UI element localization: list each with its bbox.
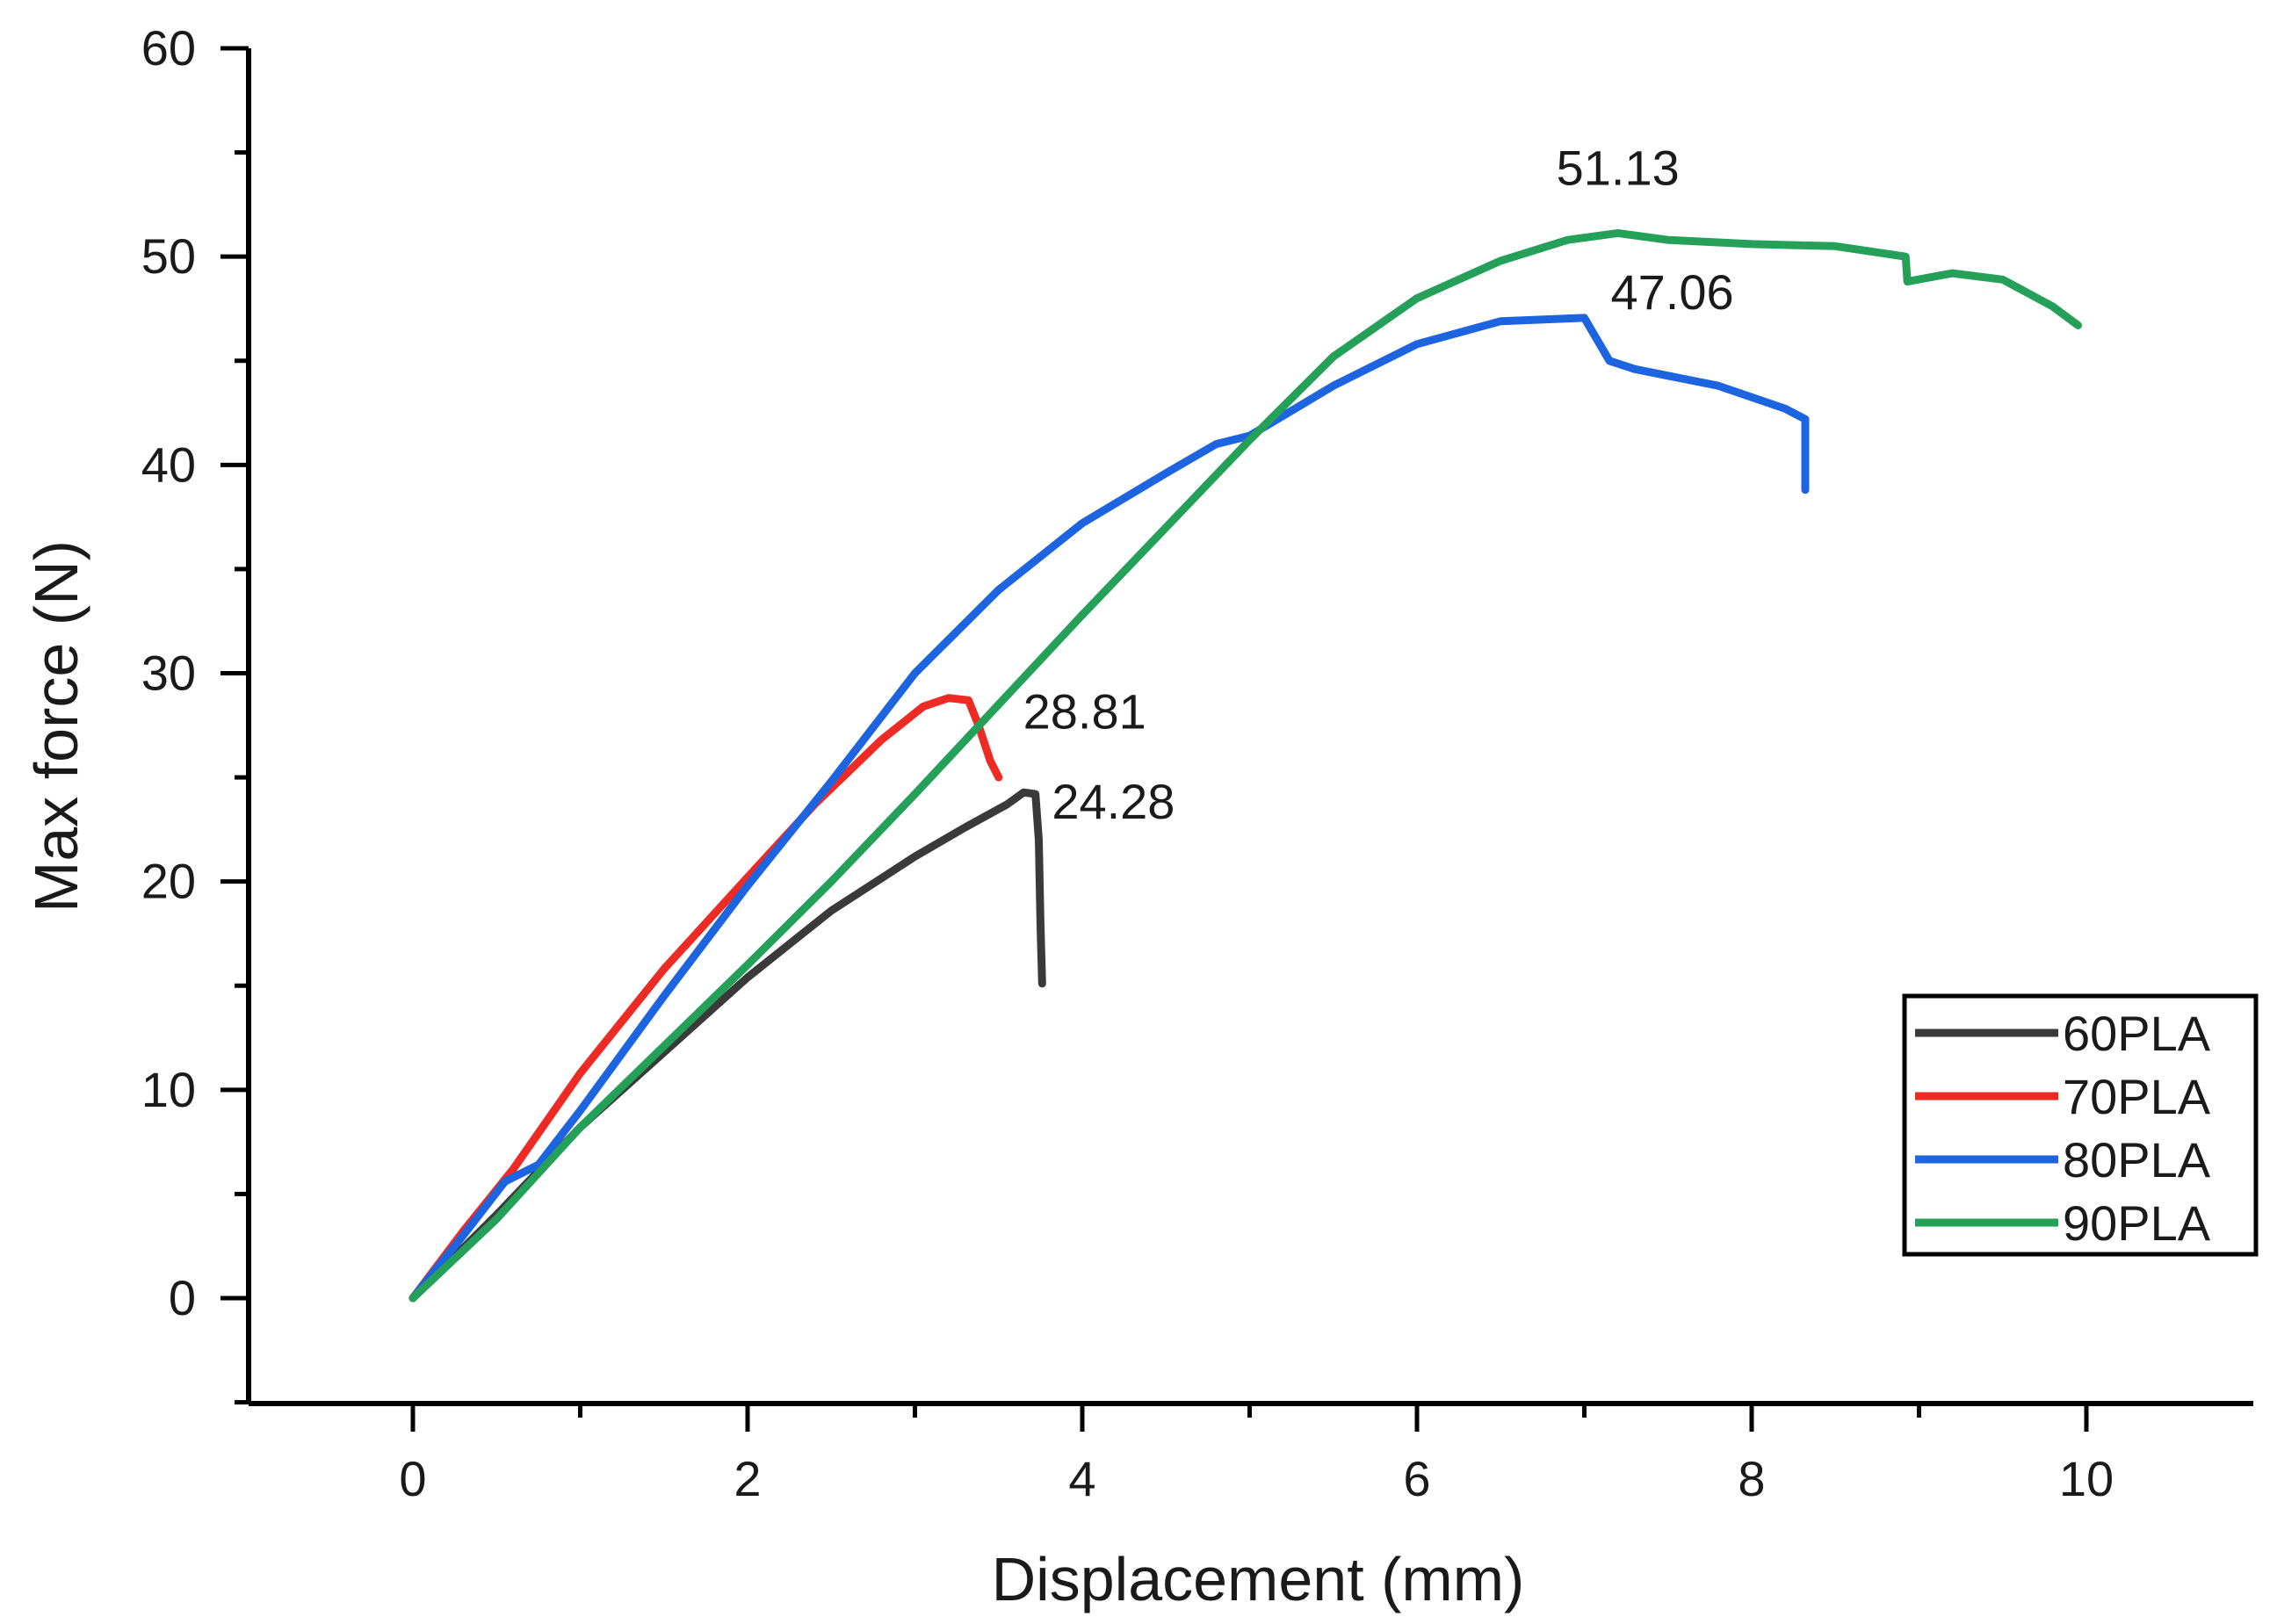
series-line-70pla	[408, 694, 1003, 1303]
legend-label: 90PLA	[2063, 1195, 2211, 1251]
legend: 60PLA 70PLA 80PLA 90PLA	[1902, 993, 2259, 1257]
annotation-layer: 51.13 47.06 28.81 24.28	[1023, 140, 1734, 829]
peak-label: 28.81	[1023, 684, 1146, 740]
x-axis-title: Displacement (mm)	[992, 1545, 1525, 1613]
series-line-80pla	[408, 314, 1810, 1303]
legend-label: 70PLA	[2063, 1069, 2211, 1124]
peak-label: 24.28	[1052, 774, 1175, 829]
y-tick-label: 20	[141, 854, 196, 909]
y-tick-label: 10	[141, 1062, 196, 1117]
x-tick-label: 6	[1403, 1451, 1430, 1506]
y-tick-label: 40	[141, 437, 196, 492]
x-tick-label: 0	[399, 1451, 426, 1506]
legend-box	[1902, 993, 2259, 1257]
series-line-90pla	[408, 228, 2082, 1303]
series-line-60pla	[408, 788, 1046, 1303]
y-axis-title: Max force (N)	[22, 540, 90, 913]
axes: 0 10 20 30 40 50 60 0 2 4 6 8 10 Displacement (mm) Max…	[22, 20, 2253, 1613]
x-tick-label: 8	[1738, 1451, 1765, 1506]
peak-label: 51.13	[1557, 140, 1680, 195]
x-tick-label: 2	[734, 1451, 761, 1506]
y-tick-label: 30	[141, 646, 196, 701]
legend-label: 60PLA	[2063, 1006, 2211, 1061]
legend-label: 80PLA	[2063, 1132, 2211, 1187]
y-tick-label: 60	[141, 20, 196, 76]
peak-label: 47.06	[1611, 264, 1734, 320]
series-layer	[408, 228, 2082, 1303]
x-tick-label: 4	[1068, 1451, 1095, 1506]
y-tick-label: 0	[169, 1270, 196, 1325]
x-tick-label: 10	[2059, 1451, 2114, 1506]
y-tick-label: 50	[141, 228, 196, 284]
